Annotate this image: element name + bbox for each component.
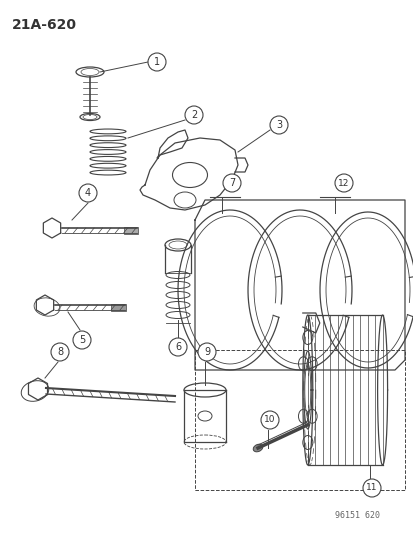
Circle shape [147, 53, 166, 71]
Circle shape [79, 184, 97, 202]
Text: 9: 9 [204, 347, 209, 357]
Text: 7: 7 [228, 178, 235, 188]
Text: 96151 620: 96151 620 [334, 511, 379, 520]
Circle shape [334, 174, 352, 192]
Text: 2: 2 [190, 110, 197, 120]
Text: 3: 3 [275, 120, 281, 130]
Text: 8: 8 [57, 347, 63, 357]
Text: 11: 11 [366, 483, 377, 492]
Bar [111, 304, 126, 311]
Text: 12: 12 [337, 179, 349, 188]
Text: 4: 4 [85, 188, 91, 198]
Text: 21A-620: 21A-620 [12, 18, 77, 32]
Circle shape [169, 338, 187, 356]
Circle shape [260, 411, 278, 429]
Circle shape [197, 343, 216, 361]
Circle shape [269, 116, 287, 134]
Text: 6: 6 [175, 342, 180, 352]
Circle shape [73, 331, 91, 349]
Text: 1: 1 [154, 57, 160, 67]
Ellipse shape [253, 444, 262, 452]
Text: 5: 5 [79, 335, 85, 345]
Circle shape [223, 174, 240, 192]
Circle shape [51, 343, 69, 361]
Text: 10: 10 [263, 416, 275, 424]
Bar [124, 227, 138, 234]
Circle shape [185, 106, 202, 124]
Circle shape [362, 479, 380, 497]
